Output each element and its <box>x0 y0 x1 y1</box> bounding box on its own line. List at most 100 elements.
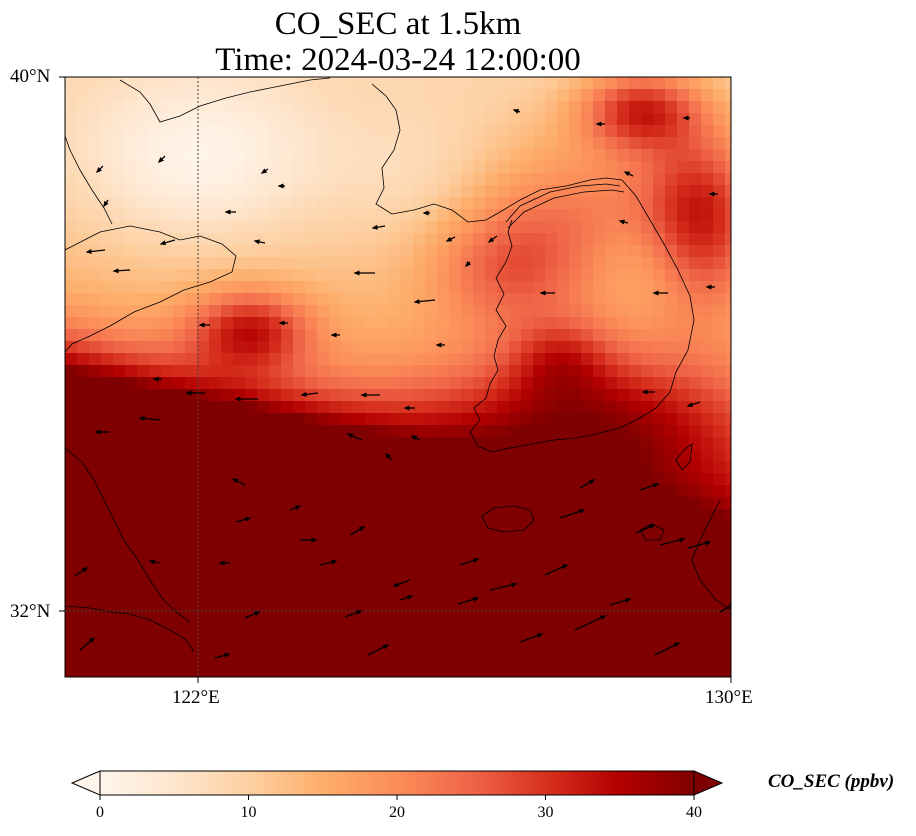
field-cell <box>257 545 270 558</box>
field-cell <box>245 437 258 450</box>
field-cell <box>137 353 150 366</box>
field-cell <box>425 233 438 246</box>
field-cell <box>77 605 90 618</box>
field-cell <box>629 197 642 210</box>
field-cell <box>365 617 378 630</box>
field-cell <box>413 317 426 330</box>
field-cell <box>449 593 462 606</box>
field-cell <box>581 401 594 414</box>
field-cell <box>293 485 306 498</box>
field-cell <box>533 137 546 150</box>
field-cell <box>209 497 222 510</box>
wind-arrow-head <box>330 332 337 338</box>
field-cell <box>281 665 294 677</box>
field-cell <box>557 569 570 582</box>
field-cell <box>341 185 354 198</box>
field-cell <box>677 293 690 306</box>
field-cell <box>137 281 150 294</box>
wind-arrow-head <box>422 210 429 216</box>
field-cell <box>257 497 270 510</box>
field-cell <box>677 233 690 246</box>
field-cell <box>689 89 702 102</box>
field-cell <box>545 401 558 414</box>
field-cell <box>713 125 726 138</box>
field-cell <box>545 185 558 198</box>
field-cell <box>569 101 582 114</box>
field-cell <box>65 449 78 462</box>
field-cell <box>305 197 318 210</box>
field-cell <box>365 629 378 642</box>
field-cell <box>305 221 318 234</box>
field-cell <box>281 269 294 282</box>
field-cell <box>713 269 726 282</box>
field-cell <box>65 497 78 510</box>
field-cell <box>569 593 582 606</box>
field-cell <box>701 581 714 594</box>
field-cell <box>209 233 222 246</box>
field-cell <box>329 641 342 654</box>
field-cell <box>713 545 726 558</box>
field-cell <box>245 101 258 114</box>
field-cell <box>617 557 630 570</box>
field-cell <box>593 257 606 270</box>
field-cell <box>413 89 426 102</box>
field-cell <box>725 665 731 677</box>
field-cell <box>329 269 342 282</box>
field-cell <box>581 317 594 330</box>
field-cell <box>257 449 270 462</box>
field-cell <box>509 245 522 258</box>
field-cell <box>593 161 606 174</box>
field-cell <box>65 101 78 114</box>
field-cell <box>281 113 294 126</box>
field-cell <box>689 605 702 618</box>
field-cell <box>725 125 731 138</box>
field-cell <box>257 401 270 414</box>
field-cell <box>257 389 270 402</box>
field-cell <box>461 329 474 342</box>
field-cell <box>197 377 210 390</box>
colorbar-tick-0: 0 <box>96 804 104 821</box>
coastlines <box>65 77 731 653</box>
field-cell <box>593 665 606 677</box>
field-cell <box>689 437 702 450</box>
field-cell <box>173 545 186 558</box>
field-cell <box>281 329 294 342</box>
field-cell <box>665 461 678 474</box>
field-cell <box>557 185 570 198</box>
field-cell <box>581 233 594 246</box>
field-cell <box>353 125 366 138</box>
field-cell <box>329 521 342 534</box>
field-cell <box>125 149 138 162</box>
field-cell <box>245 617 258 630</box>
field-cell <box>317 341 330 354</box>
field-cell <box>509 197 522 210</box>
field-cell <box>425 317 438 330</box>
field-cell <box>173 173 186 186</box>
colorbar-tick-30: 30 <box>537 804 554 821</box>
field-cell <box>473 329 486 342</box>
field-cell <box>305 449 318 462</box>
field-cell <box>221 161 234 174</box>
field-cell <box>65 269 78 282</box>
field-cell <box>557 125 570 138</box>
field-cell <box>701 473 714 486</box>
field-cell <box>89 557 102 570</box>
wind-arrow-head <box>445 236 453 242</box>
field-cell <box>149 257 162 270</box>
field-cell <box>281 257 294 270</box>
field-cell <box>209 89 222 102</box>
field-cell <box>449 617 462 630</box>
field-cell <box>629 257 642 270</box>
field-cell <box>341 473 354 486</box>
field-cell <box>353 173 366 186</box>
field-cell <box>137 161 150 174</box>
field-cell <box>389 581 402 594</box>
field-cell <box>269 89 282 102</box>
field-cell <box>125 509 138 522</box>
field-cell <box>209 353 222 366</box>
field-cell <box>209 533 222 546</box>
field-cell <box>173 293 186 306</box>
field-cell <box>329 461 342 474</box>
field-cell <box>317 533 330 546</box>
field-cell <box>509 545 522 558</box>
